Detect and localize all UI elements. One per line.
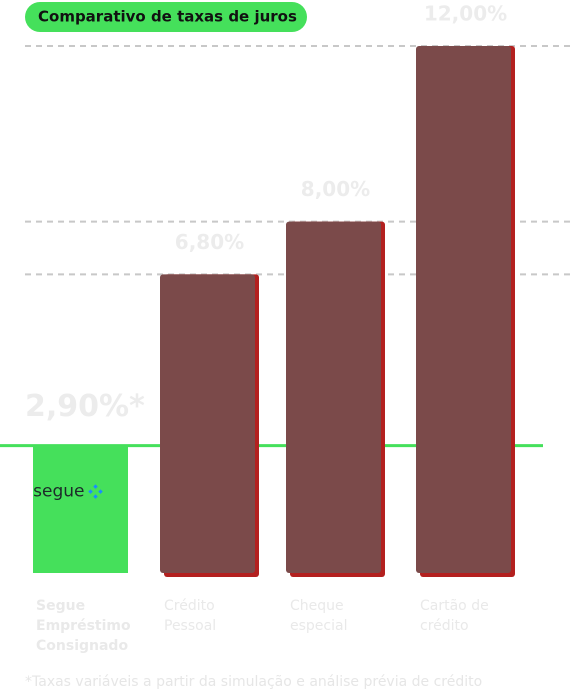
bar [416, 46, 511, 573]
value-label: 12,00% [424, 2, 507, 26]
bar [33, 445, 128, 573]
value-label: 2,90%* [25, 389, 145, 424]
value-label: 6,80% [175, 230, 244, 254]
category-label: Segue Empréstimo Consignado [36, 598, 131, 654]
logo: segue [33, 482, 84, 502]
category-label: Crédito Pessoal [164, 598, 217, 634]
category-label: Cartão de crédito [420, 598, 489, 634]
category-label: Cheque especial [290, 598, 348, 634]
footnote: *Taxas variáveis a partir da simulação e… [25, 674, 483, 690]
value-label: 8,00% [301, 177, 370, 201]
bar [286, 221, 381, 573]
chart-title: Comparativo de taxas de juros [38, 8, 297, 26]
bar [160, 274, 255, 573]
title-pill [25, 2, 307, 32]
